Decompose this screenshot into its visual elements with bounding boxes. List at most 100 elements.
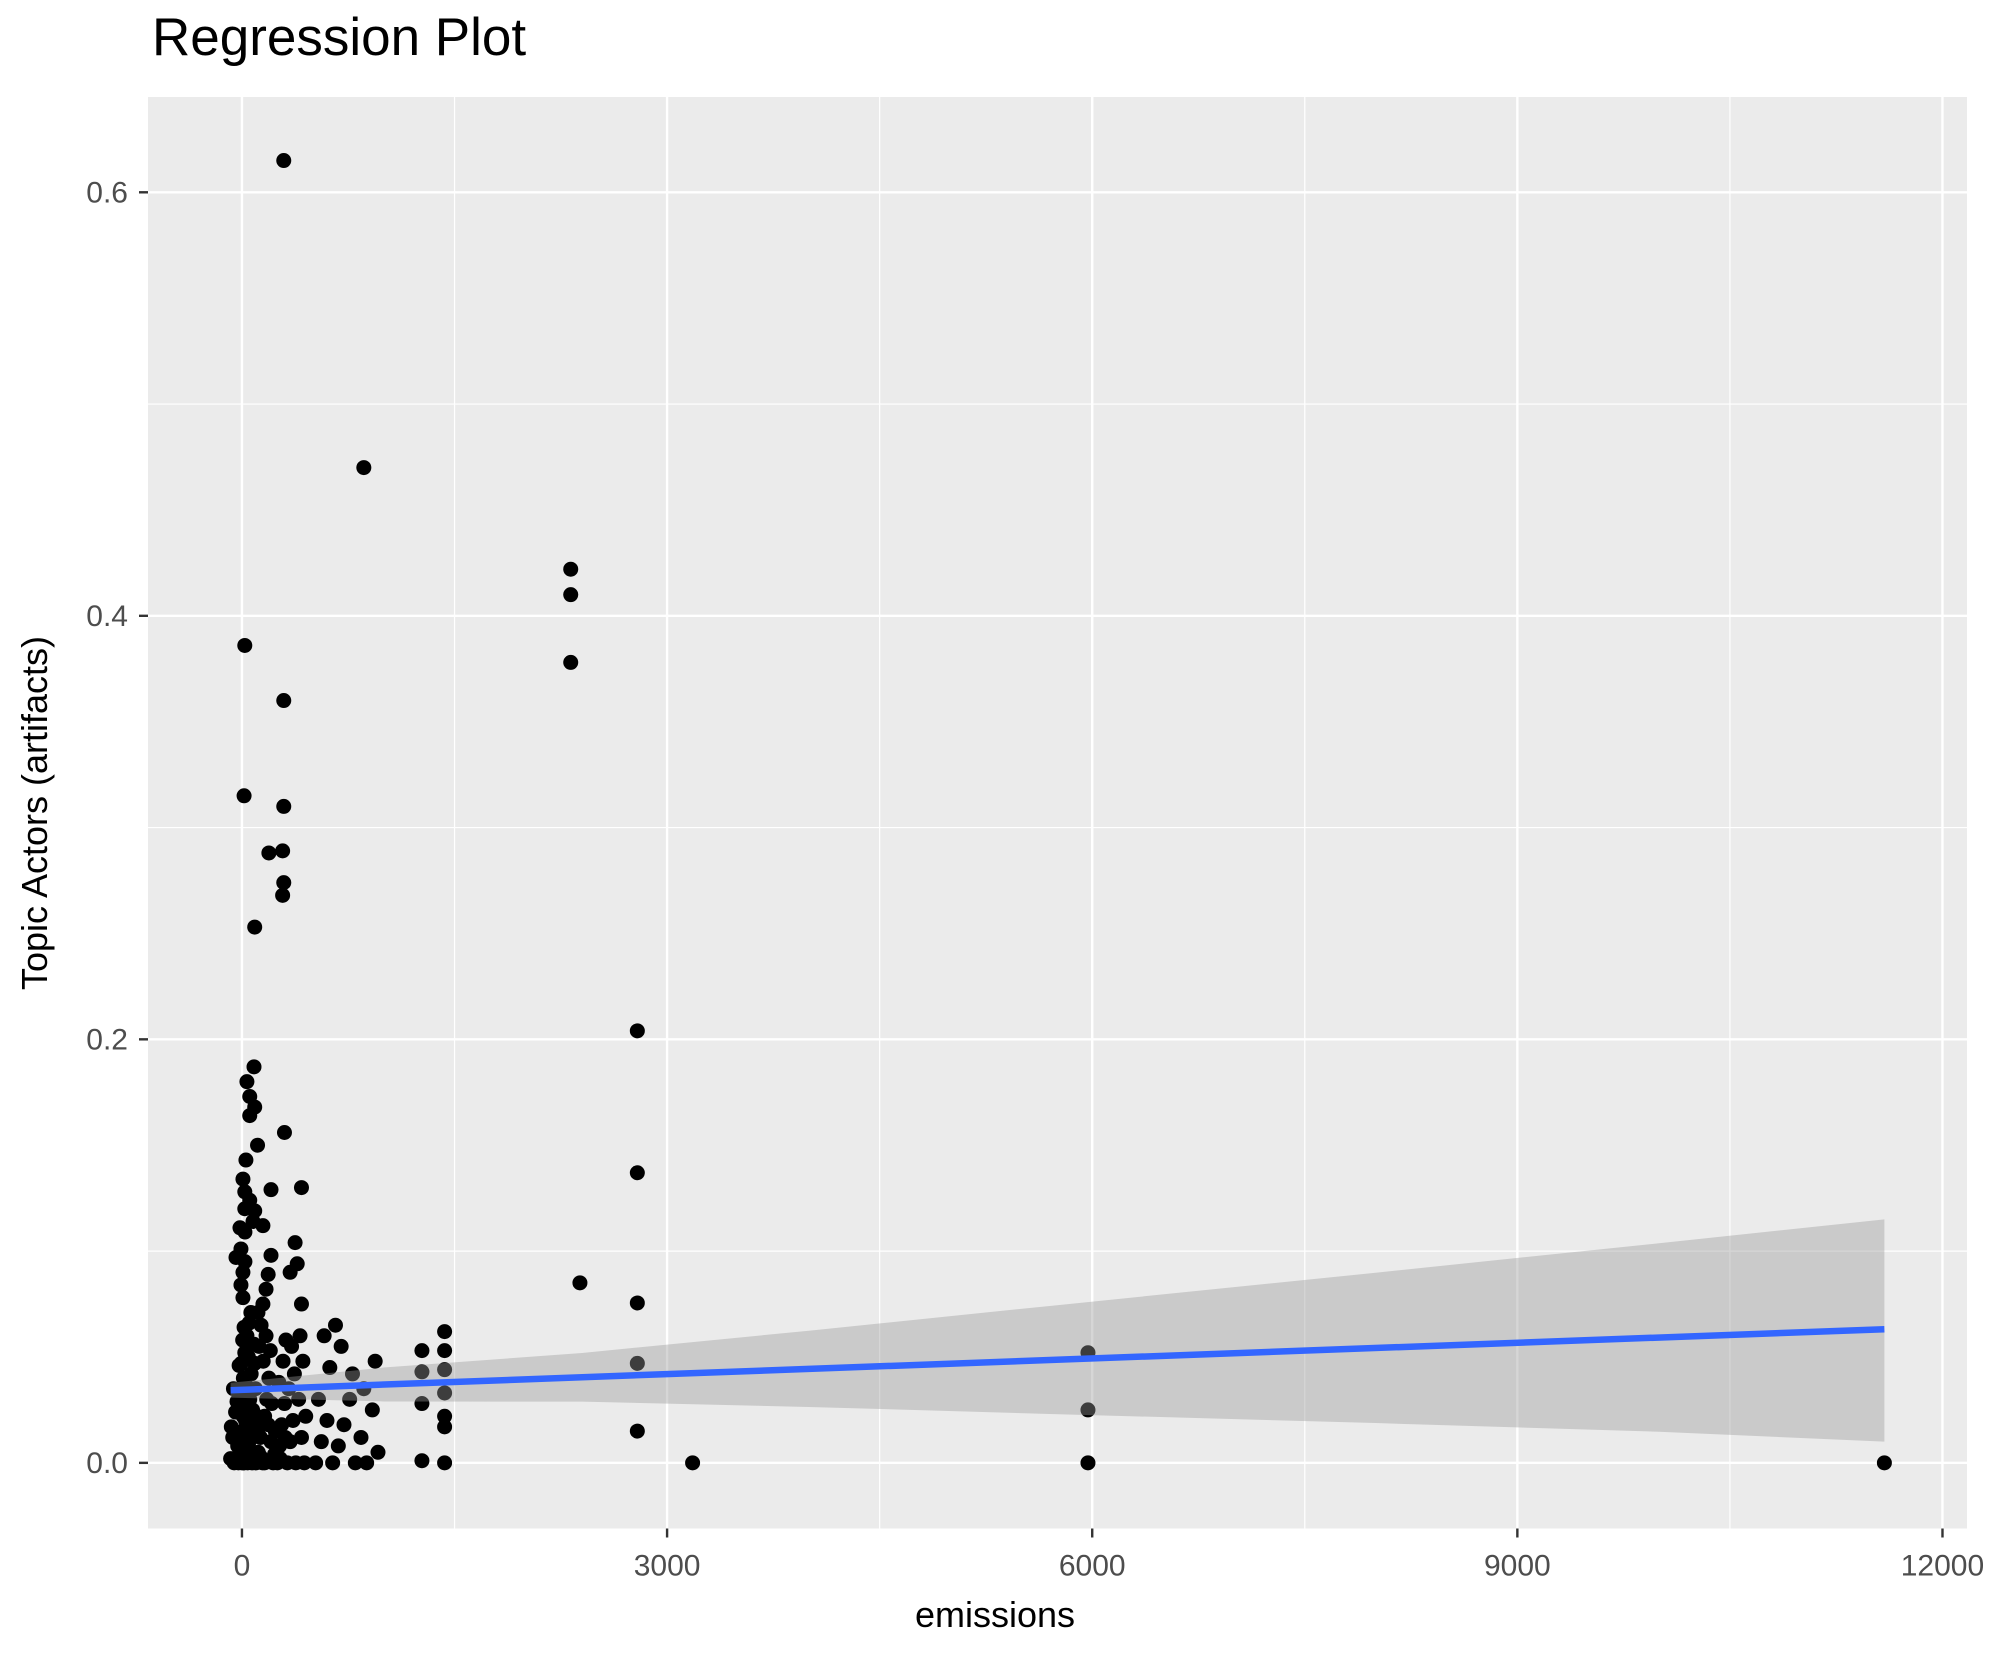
data-point	[255, 1218, 271, 1234]
data-point	[308, 1455, 324, 1471]
data-point	[242, 1108, 258, 1124]
data-point	[313, 1434, 329, 1450]
data-point	[258, 1281, 274, 1297]
data-point	[251, 1338, 267, 1354]
data-point	[563, 587, 579, 603]
data-point	[298, 1408, 314, 1424]
data-point	[685, 1455, 701, 1471]
data-point	[258, 1328, 274, 1344]
data-point	[235, 1264, 251, 1280]
data-point	[437, 1343, 453, 1359]
y-tick-label: 0.4	[86, 600, 128, 633]
data-point	[293, 1296, 309, 1312]
data-point	[276, 1396, 292, 1412]
data-point	[359, 1455, 375, 1471]
data-point	[276, 875, 292, 891]
data-point	[414, 1364, 430, 1380]
y-tick-labels: 0.0 0.2 0.4 0.6	[86, 176, 128, 1480]
data-point	[262, 1343, 278, 1359]
data-point	[437, 1324, 453, 1340]
data-point	[293, 1180, 309, 1196]
data-point	[223, 1419, 239, 1435]
data-point	[284, 1338, 300, 1354]
data-point	[333, 1338, 349, 1354]
data-point	[437, 1385, 453, 1401]
x-axis-title: emissions	[0, 1594, 1990, 1636]
axis-tick-marks	[139, 191, 1944, 1538]
data-point	[629, 1295, 645, 1311]
data-point	[292, 1328, 308, 1344]
data-point	[353, 1429, 369, 1445]
x-tick-labels: 0 3000 6000 9000 12000	[234, 1550, 1985, 1583]
data-point	[629, 1423, 645, 1439]
data-point	[347, 1455, 363, 1471]
data-point	[325, 1455, 341, 1471]
data-point	[293, 1429, 309, 1445]
data-point	[263, 1182, 279, 1198]
data-point	[437, 1362, 453, 1378]
data-point	[237, 1224, 253, 1240]
data-point	[629, 1165, 645, 1181]
data-point	[242, 1427, 258, 1443]
data-point	[241, 1315, 257, 1331]
x-tick-label: 0	[234, 1550, 251, 1583]
data-point	[254, 1417, 270, 1433]
data-point	[247, 919, 263, 935]
data-point	[238, 1152, 254, 1168]
plot-title: Regression Plot	[152, 8, 527, 67]
data-point	[260, 1266, 276, 1282]
data-point	[235, 1290, 251, 1306]
data-point	[370, 1444, 386, 1460]
data-point	[246, 1059, 262, 1075]
x-tick-label: 6000	[1059, 1550, 1126, 1583]
data-point	[437, 1408, 453, 1424]
x-axis-title-text: emissions	[914, 1594, 1076, 1635]
data-point	[250, 1305, 266, 1321]
data-point	[629, 1023, 645, 1039]
data-point	[629, 1355, 645, 1371]
data-point	[342, 1391, 358, 1407]
x-tick-label: 12000	[1901, 1550, 1984, 1583]
data-point	[563, 654, 579, 670]
data-point	[327, 1317, 343, 1333]
data-point	[277, 1429, 293, 1445]
data-point	[322, 1360, 338, 1376]
data-point	[344, 1366, 360, 1382]
data-point	[367, 1353, 383, 1369]
data-point	[287, 1235, 303, 1251]
data-point	[275, 1353, 291, 1369]
confidence-band	[230, 1219, 1885, 1442]
y-tick-label: 0.6	[86, 176, 128, 209]
data-point	[414, 1343, 430, 1359]
data-point	[295, 1353, 311, 1369]
data-point	[1080, 1455, 1096, 1471]
data-point	[1876, 1455, 1892, 1471]
data-point	[414, 1396, 430, 1412]
data-point	[330, 1438, 346, 1454]
minor-gridlines	[148, 97, 1967, 1529]
data-point	[356, 460, 372, 476]
y-axis-title: Topic Actors (artifacts)	[14, 635, 55, 990]
data-point	[336, 1417, 352, 1433]
data-point	[264, 1396, 280, 1412]
data-point	[437, 1419, 453, 1435]
data-point	[296, 1455, 312, 1471]
data-point	[285, 1413, 301, 1429]
panel-background	[148, 97, 1967, 1529]
data-point	[233, 1277, 249, 1293]
data-point	[255, 1353, 271, 1369]
data-point	[437, 1455, 453, 1471]
data-point	[282, 1264, 298, 1280]
data-point	[291, 1391, 307, 1407]
y-tick-label: 0.2	[86, 1023, 128, 1056]
x-tick-label: 9000	[1484, 1550, 1551, 1583]
data-point	[316, 1328, 332, 1344]
y-tick-label: 0.0	[86, 1447, 128, 1480]
regression-line	[230, 1325, 1885, 1394]
data-point	[563, 561, 579, 577]
data-point	[276, 1125, 292, 1141]
data-point	[276, 693, 292, 709]
data-point	[236, 788, 252, 804]
data-point	[263, 1247, 279, 1263]
